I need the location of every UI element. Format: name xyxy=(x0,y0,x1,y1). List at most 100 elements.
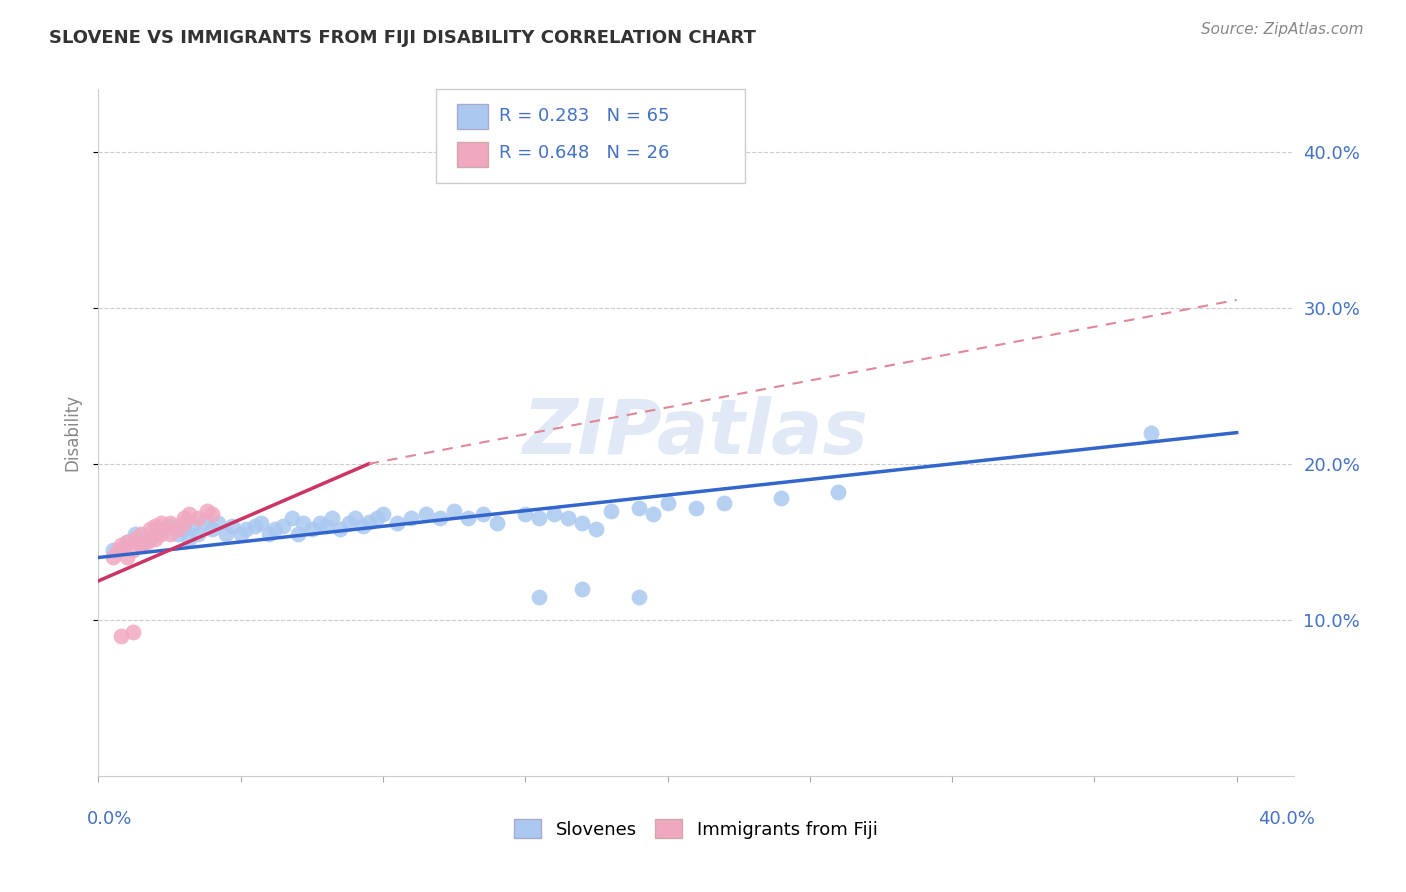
Point xyxy=(215,527,238,541)
Text: R = 0.283   N = 65: R = 0.283 N = 65 xyxy=(499,107,669,125)
Point xyxy=(121,625,143,640)
Point xyxy=(337,516,360,530)
Point xyxy=(371,507,394,521)
Point xyxy=(187,511,209,525)
Text: 0.0%: 0.0% xyxy=(87,810,132,828)
Point xyxy=(201,522,224,536)
Point xyxy=(273,519,295,533)
Point xyxy=(628,500,651,515)
Point xyxy=(159,527,181,541)
Point xyxy=(571,582,593,596)
Point xyxy=(257,527,280,541)
Point xyxy=(159,516,181,530)
Point xyxy=(263,522,285,536)
Point xyxy=(243,519,266,533)
Point xyxy=(135,534,157,549)
Point xyxy=(343,511,366,525)
Point xyxy=(110,628,132,642)
Point xyxy=(110,538,132,552)
Point xyxy=(287,527,309,541)
Point xyxy=(207,516,229,530)
Point xyxy=(309,516,332,530)
Point xyxy=(685,500,707,515)
Point xyxy=(107,542,129,557)
Point xyxy=(628,590,651,604)
Y-axis label: Disability: Disability xyxy=(63,394,82,471)
Point xyxy=(292,516,315,530)
Point xyxy=(179,507,201,521)
Point xyxy=(173,511,195,525)
Point xyxy=(315,519,337,533)
Point xyxy=(657,496,679,510)
Text: 40.0%: 40.0% xyxy=(1258,810,1315,828)
Point xyxy=(143,532,166,546)
Point xyxy=(129,538,152,552)
Point xyxy=(201,507,224,521)
Point xyxy=(173,516,195,530)
Point xyxy=(124,532,146,546)
Point xyxy=(1140,425,1163,440)
Point xyxy=(329,522,352,536)
Point xyxy=(401,511,423,525)
Point xyxy=(150,522,173,536)
Point xyxy=(770,491,793,505)
Point xyxy=(471,507,494,521)
Point xyxy=(150,527,173,541)
Text: SLOVENE VS IMMIGRANTS FROM FIJI DISABILITY CORRELATION CHART: SLOVENE VS IMMIGRANTS FROM FIJI DISABILI… xyxy=(49,29,756,47)
Point xyxy=(115,534,138,549)
Point xyxy=(138,532,160,546)
Point xyxy=(529,511,551,525)
Point xyxy=(235,522,257,536)
Point xyxy=(138,522,160,536)
Point xyxy=(457,511,479,525)
Text: Source: ZipAtlas.com: Source: ZipAtlas.com xyxy=(1201,22,1364,37)
Point xyxy=(129,527,152,541)
Point xyxy=(281,511,304,525)
Point xyxy=(150,516,173,530)
Point xyxy=(173,522,195,536)
Point xyxy=(713,496,735,510)
Point xyxy=(167,522,190,536)
Point xyxy=(301,522,323,536)
Point xyxy=(195,503,218,517)
Text: R = 0.648   N = 26: R = 0.648 N = 26 xyxy=(499,144,669,161)
Point xyxy=(167,527,190,541)
Point xyxy=(557,511,579,525)
Point xyxy=(229,527,252,541)
Point xyxy=(827,485,849,500)
Point xyxy=(115,550,138,565)
Point xyxy=(429,511,451,525)
Point xyxy=(543,507,565,521)
Point xyxy=(357,515,380,529)
Point xyxy=(221,519,243,533)
Point xyxy=(187,527,209,541)
Point xyxy=(352,519,374,533)
Point xyxy=(599,503,621,517)
Point xyxy=(179,532,201,546)
Text: ZIPatlas: ZIPatlas xyxy=(523,396,869,469)
Point xyxy=(193,515,215,529)
Point xyxy=(585,522,607,536)
Point xyxy=(321,511,343,525)
Point xyxy=(249,516,271,530)
Point xyxy=(121,542,143,557)
Point xyxy=(129,538,152,552)
Point xyxy=(415,507,437,521)
Point xyxy=(181,519,204,533)
Point xyxy=(115,534,138,549)
Point xyxy=(571,516,593,530)
Point xyxy=(101,550,124,565)
Point xyxy=(529,590,551,604)
Point xyxy=(159,519,181,533)
Point xyxy=(515,507,537,521)
Point xyxy=(385,516,409,530)
Legend: Slovenes, Immigrants from Fiji: Slovenes, Immigrants from Fiji xyxy=(508,813,884,846)
Point xyxy=(485,516,508,530)
Point xyxy=(443,503,465,517)
Point xyxy=(643,507,665,521)
Point xyxy=(101,542,124,557)
Point xyxy=(143,527,166,541)
Point xyxy=(124,527,146,541)
Point xyxy=(143,519,166,533)
Point xyxy=(366,511,388,525)
